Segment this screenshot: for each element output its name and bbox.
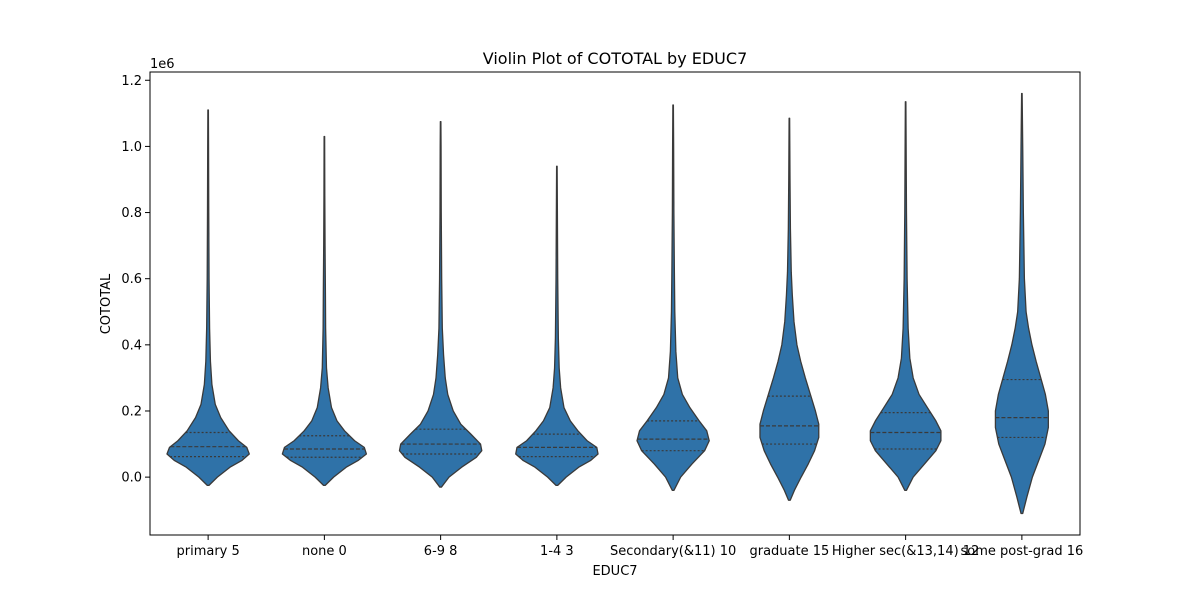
y-tick-label: 0.2 — [121, 404, 142, 419]
x-tick-label: Secondary(&11) 10 — [610, 544, 736, 559]
y-tick-label: 0.4 — [121, 338, 142, 353]
x-tick-label: 1-4 3 — [540, 544, 574, 559]
violin-body — [636, 104, 710, 492]
y-axis-label: COTOTAL — [99, 273, 114, 334]
x-tick-label: primary 5 — [176, 544, 239, 559]
violin-body — [869, 101, 942, 492]
y-tick-label: 0.6 — [121, 272, 142, 287]
violin-body — [759, 117, 820, 501]
y-tick-label: 0.8 — [121, 206, 142, 221]
violin-body — [515, 165, 599, 487]
chart-title: Violin Plot of COTOTAL by EDUC7 — [483, 49, 748, 68]
y-offset-label: 1e6 — [150, 57, 175, 72]
y-tick-label: 1.2 — [121, 74, 142, 89]
violin-body — [398, 120, 483, 488]
plot-area: 0.0 0.2 0.4 0.6 0.8 1.0 1.2 primary 5 none 0 6-9 … — [121, 71, 1083, 559]
violin-body — [994, 92, 1049, 515]
violin-body — [281, 135, 368, 487]
x-tick-label: Higher sec(&13,14) 12 — [832, 544, 979, 559]
x-tick-label: none 0 — [302, 544, 347, 559]
x-axis-label: EDUC7 — [592, 564, 637, 579]
x-tick-label: 6-9 8 — [424, 544, 458, 559]
plot-frame — [149, 71, 1081, 536]
violin-body — [166, 109, 250, 487]
x-tick-label: graduate 15 — [749, 544, 829, 559]
y-tick-label: 0.0 — [121, 471, 142, 486]
x-tick-label: some post-grad 16 — [960, 544, 1083, 559]
y-tick-label: 1.0 — [121, 140, 142, 155]
